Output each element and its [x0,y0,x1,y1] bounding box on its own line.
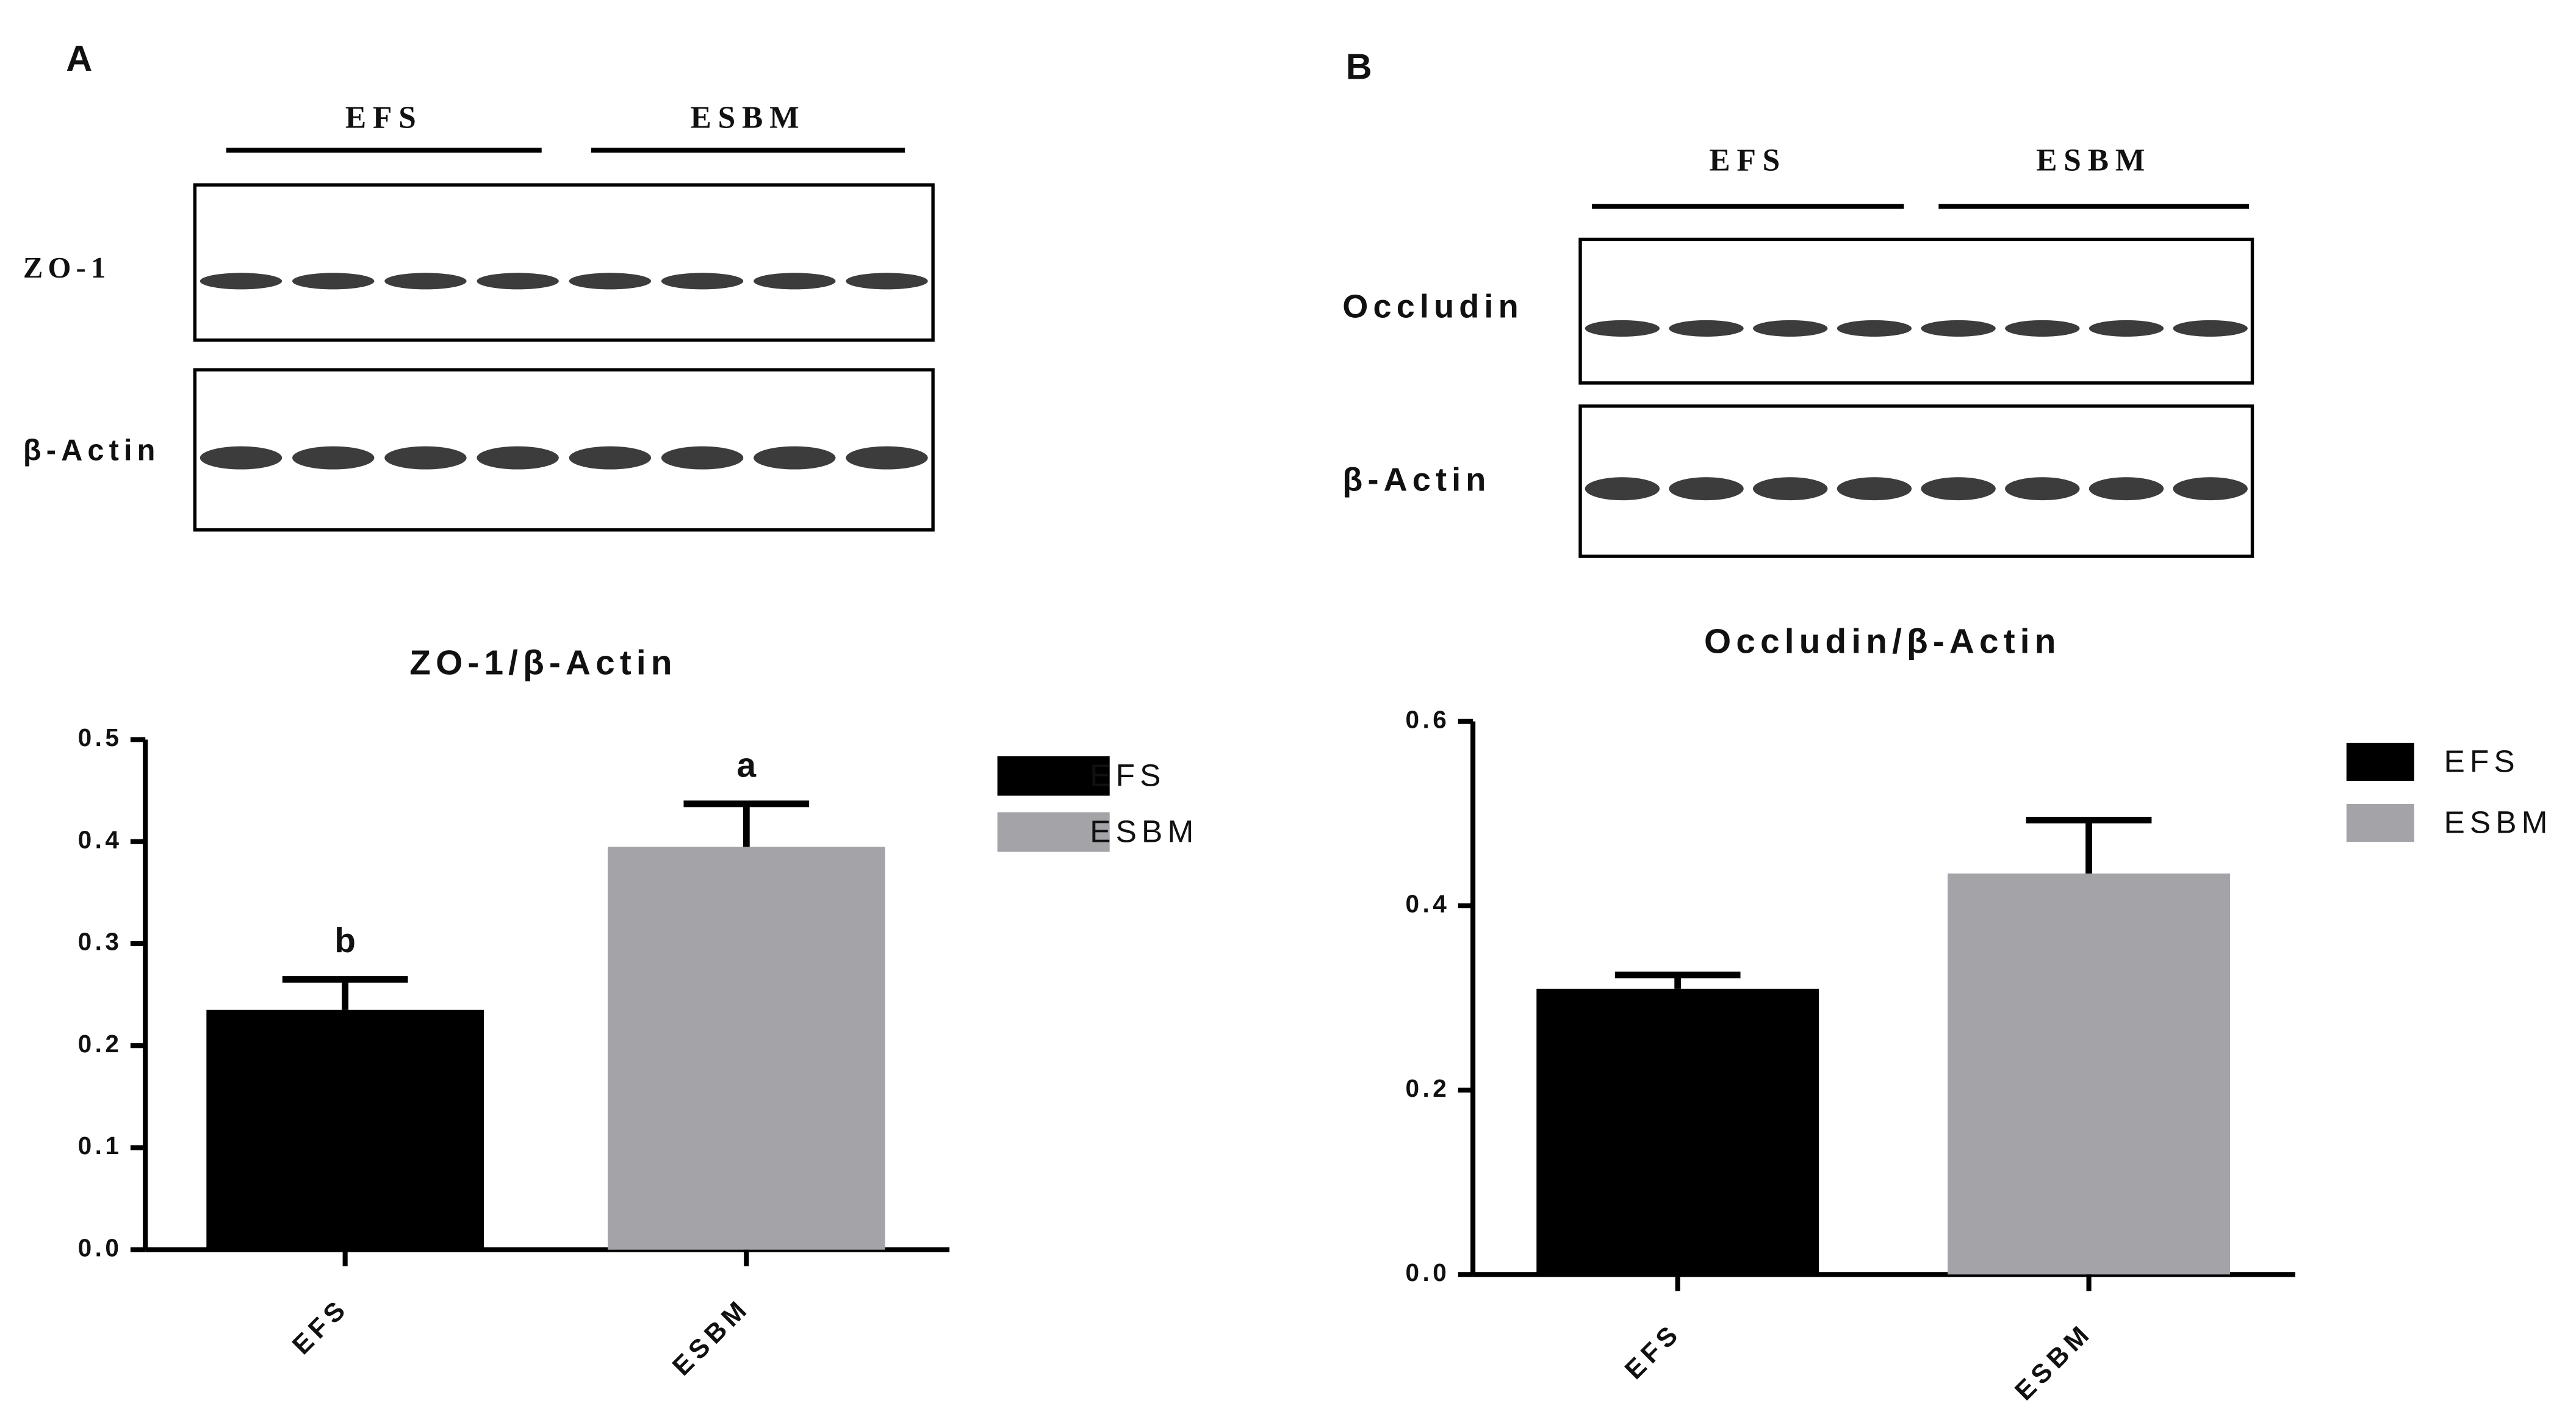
x-tick-label: ESBM [667,1293,755,1381]
blot-band [200,446,282,470]
y-tick-label: 0.6 [1406,705,1450,733]
row-label: Occludin [1342,288,1523,325]
y-tick-label: 0.4 [1406,890,1450,918]
blot-band [1669,320,1744,337]
blot-band [569,446,652,470]
blot-band [2005,477,2080,501]
error-bar [683,800,810,847]
y-tick-label: 0.0 [78,1233,123,1261]
group-label: EFS [345,100,423,135]
blot-band [1837,320,1912,337]
error-bar [1614,971,1741,989]
blot-band [1753,320,1828,337]
panel-letter: A [66,38,92,79]
blot-frame [1578,237,2254,385]
chart-title: Occludin/β-Actin [1704,622,2061,661]
y-tick-label: 0.3 [78,928,123,956]
blot-band [661,446,744,470]
y-tick-label: 0.0 [1406,1258,1450,1286]
blot-band [754,273,836,290]
group-label: ESBM [691,100,806,135]
row-label: ZO-1 [23,251,110,284]
legend-label: ESBM [2444,804,2552,839]
blot-band [200,273,282,290]
legend-label: ESBM [1090,813,1198,849]
x-tick-label: EFS [1619,1318,1687,1385]
y-tick-label: 0.1 [78,1132,123,1160]
panel-letter: B [1346,46,1372,87]
blot-band [292,273,375,290]
blot-band [1921,477,1996,501]
blot-band [1753,477,1828,501]
legend-swatch [2346,742,2414,781]
legend-label: EFS [1090,757,1165,792]
y-tick-label: 0.2 [1406,1074,1450,1102]
blot-band [846,273,928,290]
blot-band [1585,320,1660,337]
blot-band [1837,477,1912,501]
blot-band [1585,477,1660,501]
y-tick-label: 0.4 [78,825,123,853]
blot-frame [193,183,935,342]
blot-band [477,446,559,470]
blot-band [846,446,928,470]
error-bar [2026,816,2152,874]
blot-band [754,446,836,470]
blot-band [661,273,744,290]
blot-band [2005,320,2080,337]
blot-band [384,446,467,470]
x-tick-label: EFS [287,1293,354,1360]
legend-label: EFS [2444,743,2519,778]
blot-band [1669,477,1744,501]
x-tick-label: ESBM [2009,1318,2098,1406]
bar [607,847,885,1250]
bar [1948,874,2230,1275]
blot-band [2089,320,2164,337]
blot-band [292,446,375,470]
group-label: EFS [1709,143,1786,178]
significance-letter: b [334,922,356,960]
blot-band [1921,320,1996,337]
blot-band [384,273,467,290]
bar [1536,988,1819,1275]
row-label: β-Actin [1342,462,1491,498]
legend-swatch [2346,803,2414,842]
y-tick-label: 0.2 [78,1030,123,1058]
group-label: ESBM [2036,143,2151,178]
bar [206,1010,484,1250]
blot-band [2173,477,2248,501]
blot-band [2173,320,2248,337]
significance-letter: a [737,746,757,784]
chart-title: ZO-1/β-Actin [409,644,677,683]
y-tick-label: 0.5 [78,723,123,752]
legend-swatch [997,756,1110,796]
error-bar [282,976,408,1010]
row-label: β-Actin [23,434,160,467]
blot-band [477,273,559,290]
legend-swatch [997,812,1110,852]
blot-band [569,273,652,290]
blot-band [2089,477,2164,501]
